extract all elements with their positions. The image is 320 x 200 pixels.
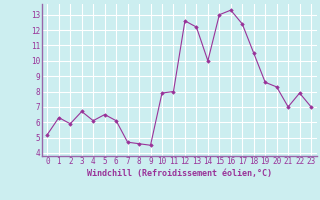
X-axis label: Windchill (Refroidissement éolien,°C): Windchill (Refroidissement éolien,°C) (87, 169, 272, 178)
